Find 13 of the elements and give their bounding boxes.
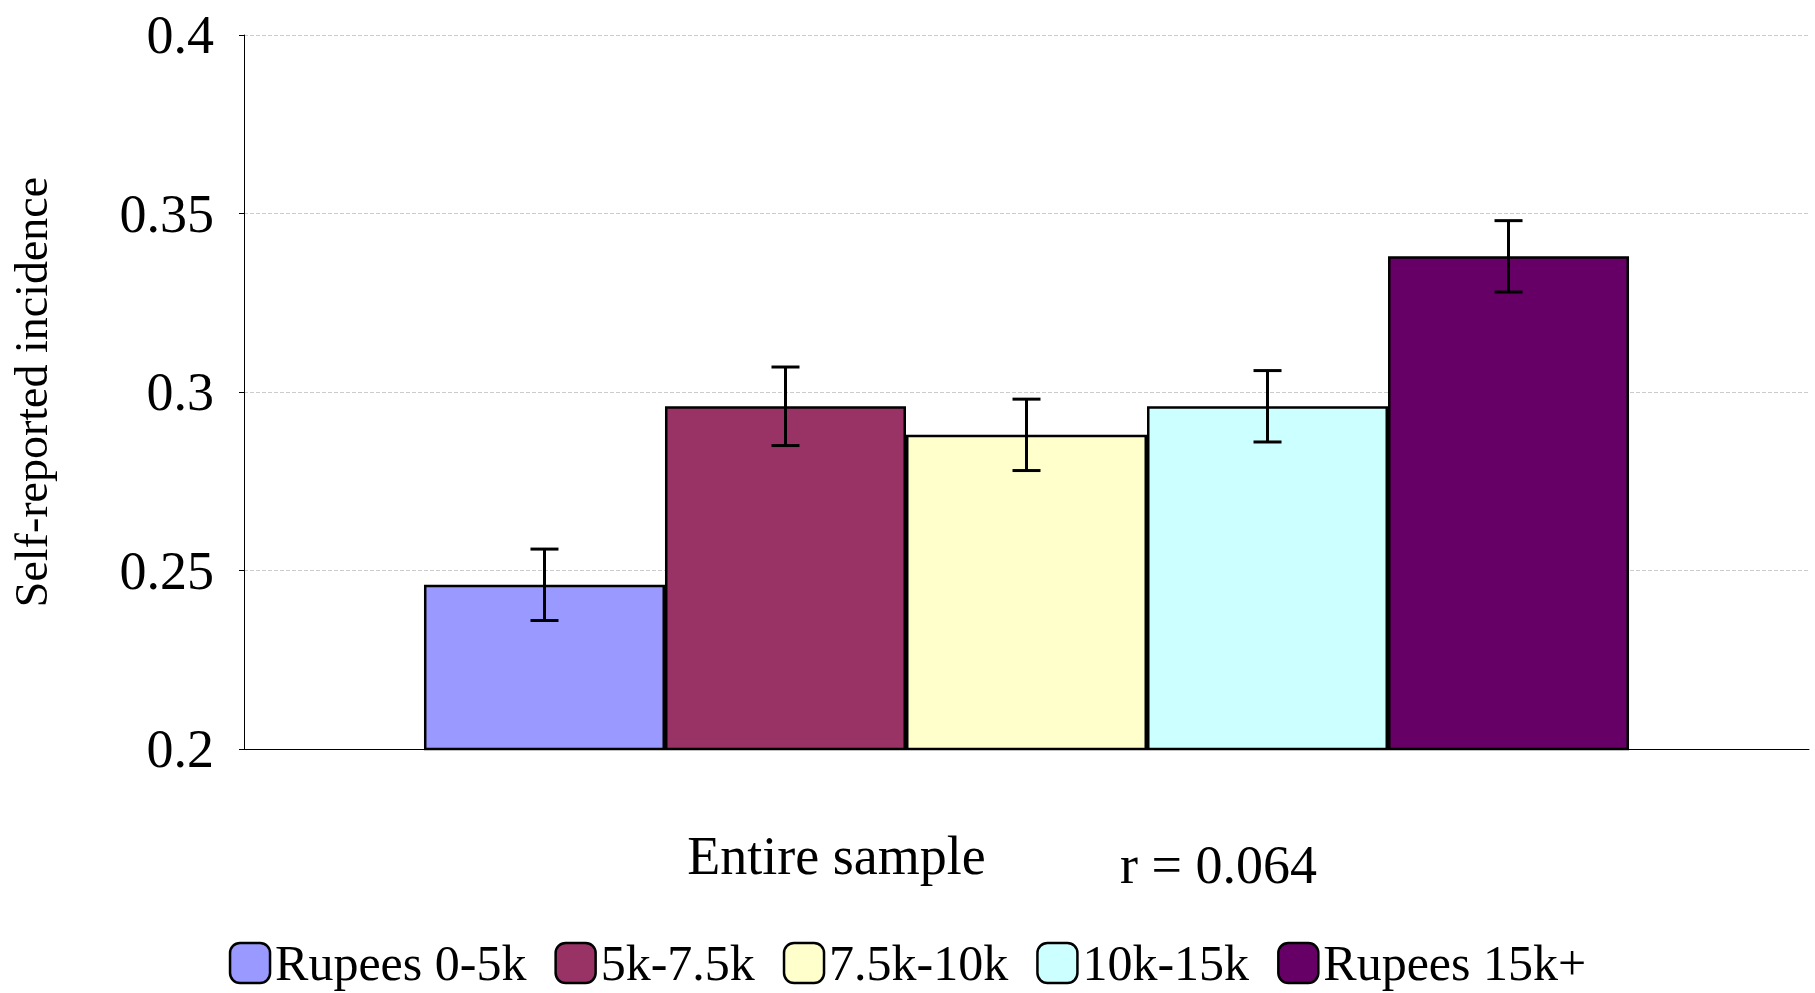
legend-label: 7.5k-10k — [829, 935, 1009, 991]
y-tick-label: 0.2 — [146, 719, 214, 779]
legend-label: Rupees 0-5k — [275, 935, 527, 991]
text: r = 0.064 — [1120, 835, 1317, 895]
y-tick-label: 0.25 — [119, 540, 214, 601]
legend-label: Rupees 15k+ — [1323, 935, 1587, 991]
x-tick-label: Entire sample — [687, 826, 986, 886]
y-tick-label: 0.4 — [146, 5, 214, 65]
y-tick-label: 0.35 — [119, 183, 214, 244]
y-axis-title: Self-reported incidence — [5, 176, 57, 608]
y-tick-label: 0.3 — [146, 362, 214, 422]
legend-label: 10k-15k — [1082, 935, 1250, 991]
legend-label: 5k-7.5k — [600, 935, 755, 991]
